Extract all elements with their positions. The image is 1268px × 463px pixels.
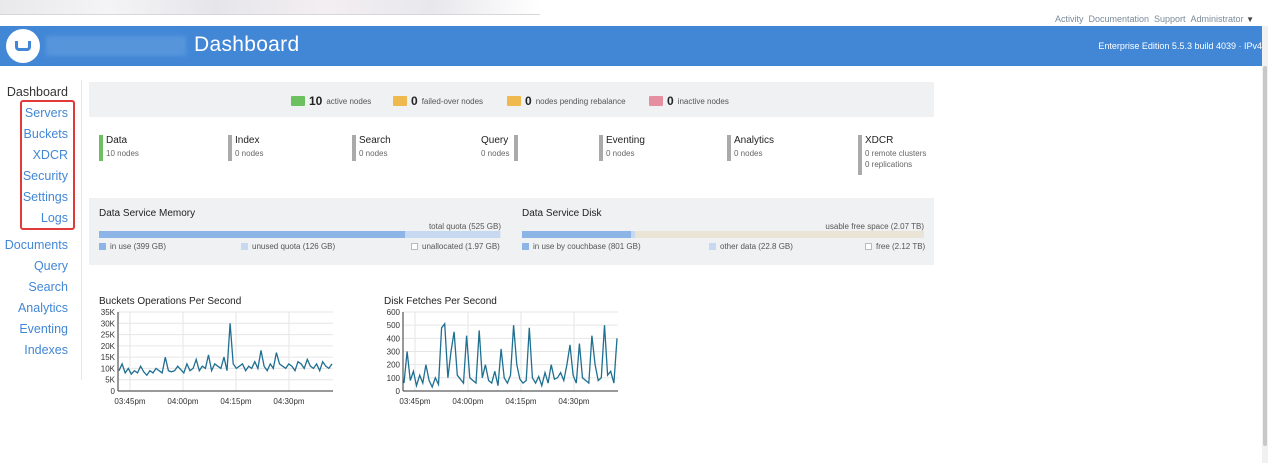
server-icon [393, 96, 407, 106]
failed-nodes-stat[interactable]: 0 failed-over nodes [393, 94, 483, 108]
service-search[interactable]: Search 0 nodes [352, 135, 391, 161]
activity-link[interactable]: Activity [1054, 14, 1084, 24]
sidebar-divider [81, 80, 82, 380]
memory-legend-in-use: in use (399 GB) [99, 242, 166, 251]
y-tick-label: 30K [101, 319, 116, 328]
documentation-link[interactable]: Documentation [1088, 14, 1150, 24]
server-icon [507, 96, 521, 106]
disk-free-space: usable free space (2.07 TB) [825, 222, 924, 231]
y-tick-label: 100 [387, 374, 401, 383]
memory-in-use-segment [99, 231, 405, 238]
y-tick-label: 500 [387, 321, 401, 330]
sidebar-item-query[interactable]: Query [33, 259, 68, 273]
service-data[interactable]: Data 10 nodes [99, 135, 139, 161]
top-nav: Activity Documentation Support Administr… [1055, 14, 1254, 24]
support-link[interactable]: Support [1154, 14, 1186, 24]
x-tick-label: 03:45pm [114, 397, 145, 406]
y-tick-label: 200 [387, 361, 401, 370]
x-tick-label: 04:30pm [558, 397, 589, 406]
admin-menu[interactable]: Administrator ▼ [1191, 14, 1254, 24]
node-status-bar: 10 active nodes 0 failed-over nodes 0 no… [89, 82, 934, 117]
x-tick-label: 04:00pm [167, 397, 198, 406]
sidebar-item-indexes[interactable]: Indexes [24, 343, 68, 357]
y-tick-label: 600 [387, 308, 401, 317]
sidebar-item-security[interactable]: Security [22, 169, 68, 183]
y-tick-label: 5K [105, 376, 115, 385]
memory-title: Data Service Memory [99, 208, 196, 219]
service-index[interactable]: Index 0 nodes [228, 135, 263, 161]
browser-top-strip [0, 0, 1268, 16]
x-tick-label: 04:15pm [505, 397, 536, 406]
disk-legend-other: other data (22.8 GB) [709, 242, 793, 251]
memory-legend-unused: unused quota (126 GB) [241, 242, 335, 251]
ops-chart: 35K 30K 25K 20K 15K 10K 5K 003:45pm 04:00pm 04:15… [101, 308, 333, 406]
edition-info: Enterprise Edition 5.5.3 build 4039 · IP… [1098, 41, 1262, 51]
sidebar-item-xdcr[interactable]: XDCR [32, 148, 68, 162]
memory-quota: total quota (525 GB) [428, 222, 501, 231]
service-query[interactable]: Query 0 nodes [474, 135, 518, 161]
sidebar-item-settings[interactable]: Settings [22, 190, 68, 204]
sidebar-item-dashboard[interactable]: Dashboard [6, 85, 68, 99]
disk-in-use-segment [522, 231, 631, 238]
service-analytics[interactable]: Analytics 0 nodes [727, 135, 774, 161]
sidebar-item-search[interactable]: Search [28, 280, 68, 294]
disk-other-segment [630, 231, 635, 238]
x-tick-label: 03:45pm [399, 397, 430, 406]
y-tick-label: 20K [101, 342, 116, 351]
y-tick-label: 300 [387, 348, 401, 357]
series-line [118, 323, 333, 377]
highlight-box [20, 100, 75, 230]
pending-nodes-stat[interactable]: 0 nodes pending rebalance [507, 94, 626, 108]
y-tick-label: 400 [387, 334, 401, 343]
series-line [403, 322, 618, 389]
y-tick-label: 10K [101, 364, 116, 373]
sidebar-item-logs[interactable]: Logs [40, 211, 68, 225]
x-tick-label: 04:30pm [273, 397, 304, 406]
service-eventing[interactable]: Eventing 0 nodes [599, 135, 645, 161]
y-tick-label: 35K [101, 308, 116, 317]
sidebar-item-servers[interactable]: Servers [24, 106, 68, 120]
disk-legend-in-use: in use by couchbase (801 GB) [522, 242, 641, 251]
page-title: Dashboard [194, 33, 300, 56]
server-icon [291, 96, 305, 106]
caret-down-icon: ▼ [1246, 15, 1254, 24]
sidebar-item-analytics[interactable]: Analytics [17, 301, 68, 315]
y-tick-label: 0 [396, 387, 401, 396]
admin-label: Administrator [1190, 14, 1244, 24]
couchbase-logo[interactable] [6, 29, 40, 63]
disk-bar [522, 231, 924, 238]
scrollbar[interactable] [1262, 26, 1268, 463]
header-bar: Dashboard Enterprise Edition 5.5.3 build… [0, 26, 1262, 66]
y-tick-label: 15K [101, 353, 116, 362]
disk-title: Data Service Disk [522, 208, 602, 219]
sidebar-item-buckets[interactable]: Buckets [23, 127, 68, 141]
chart-title-ops: Buckets Operations Per Second [99, 296, 242, 307]
sidebar: Dashboard Servers Buckets XDCR Security … [0, 82, 76, 361]
memory-disk-panel: Data Service Memory total quota (525 GB)… [89, 198, 934, 265]
inactive-nodes-stat[interactable]: 0 inactive nodes [649, 94, 729, 108]
memory-bar [99, 231, 501, 238]
server-icon [649, 96, 663, 106]
blurred-tabs [0, 0, 540, 15]
blurred-cluster-name [46, 36, 186, 56]
x-tick-label: 04:15pm [220, 397, 251, 406]
disk-fetches-chart: 600 500 400 300 200 100 003:45pm 04:00pm 04:15pm… [387, 308, 618, 406]
service-xdcr[interactable]: XDCR 0 remote clusters 0 replications [858, 135, 926, 175]
chart-title-disk: Disk Fetches Per Second [384, 296, 497, 307]
y-tick-label: 0 [111, 387, 116, 396]
y-tick-label: 25K [101, 331, 116, 340]
x-tick-label: 04:00pm [452, 397, 483, 406]
sidebar-item-eventing[interactable]: Eventing [19, 322, 68, 336]
disk-legend-free: free (2.12 TB) [865, 242, 925, 251]
memory-legend-unallocated: unallocated (1.97 GB) [411, 242, 500, 251]
active-nodes-stat[interactable]: 10 active nodes [291, 94, 371, 108]
sidebar-item-documents[interactable]: Documents [4, 238, 68, 252]
memory-unused-segment [404, 231, 501, 238]
